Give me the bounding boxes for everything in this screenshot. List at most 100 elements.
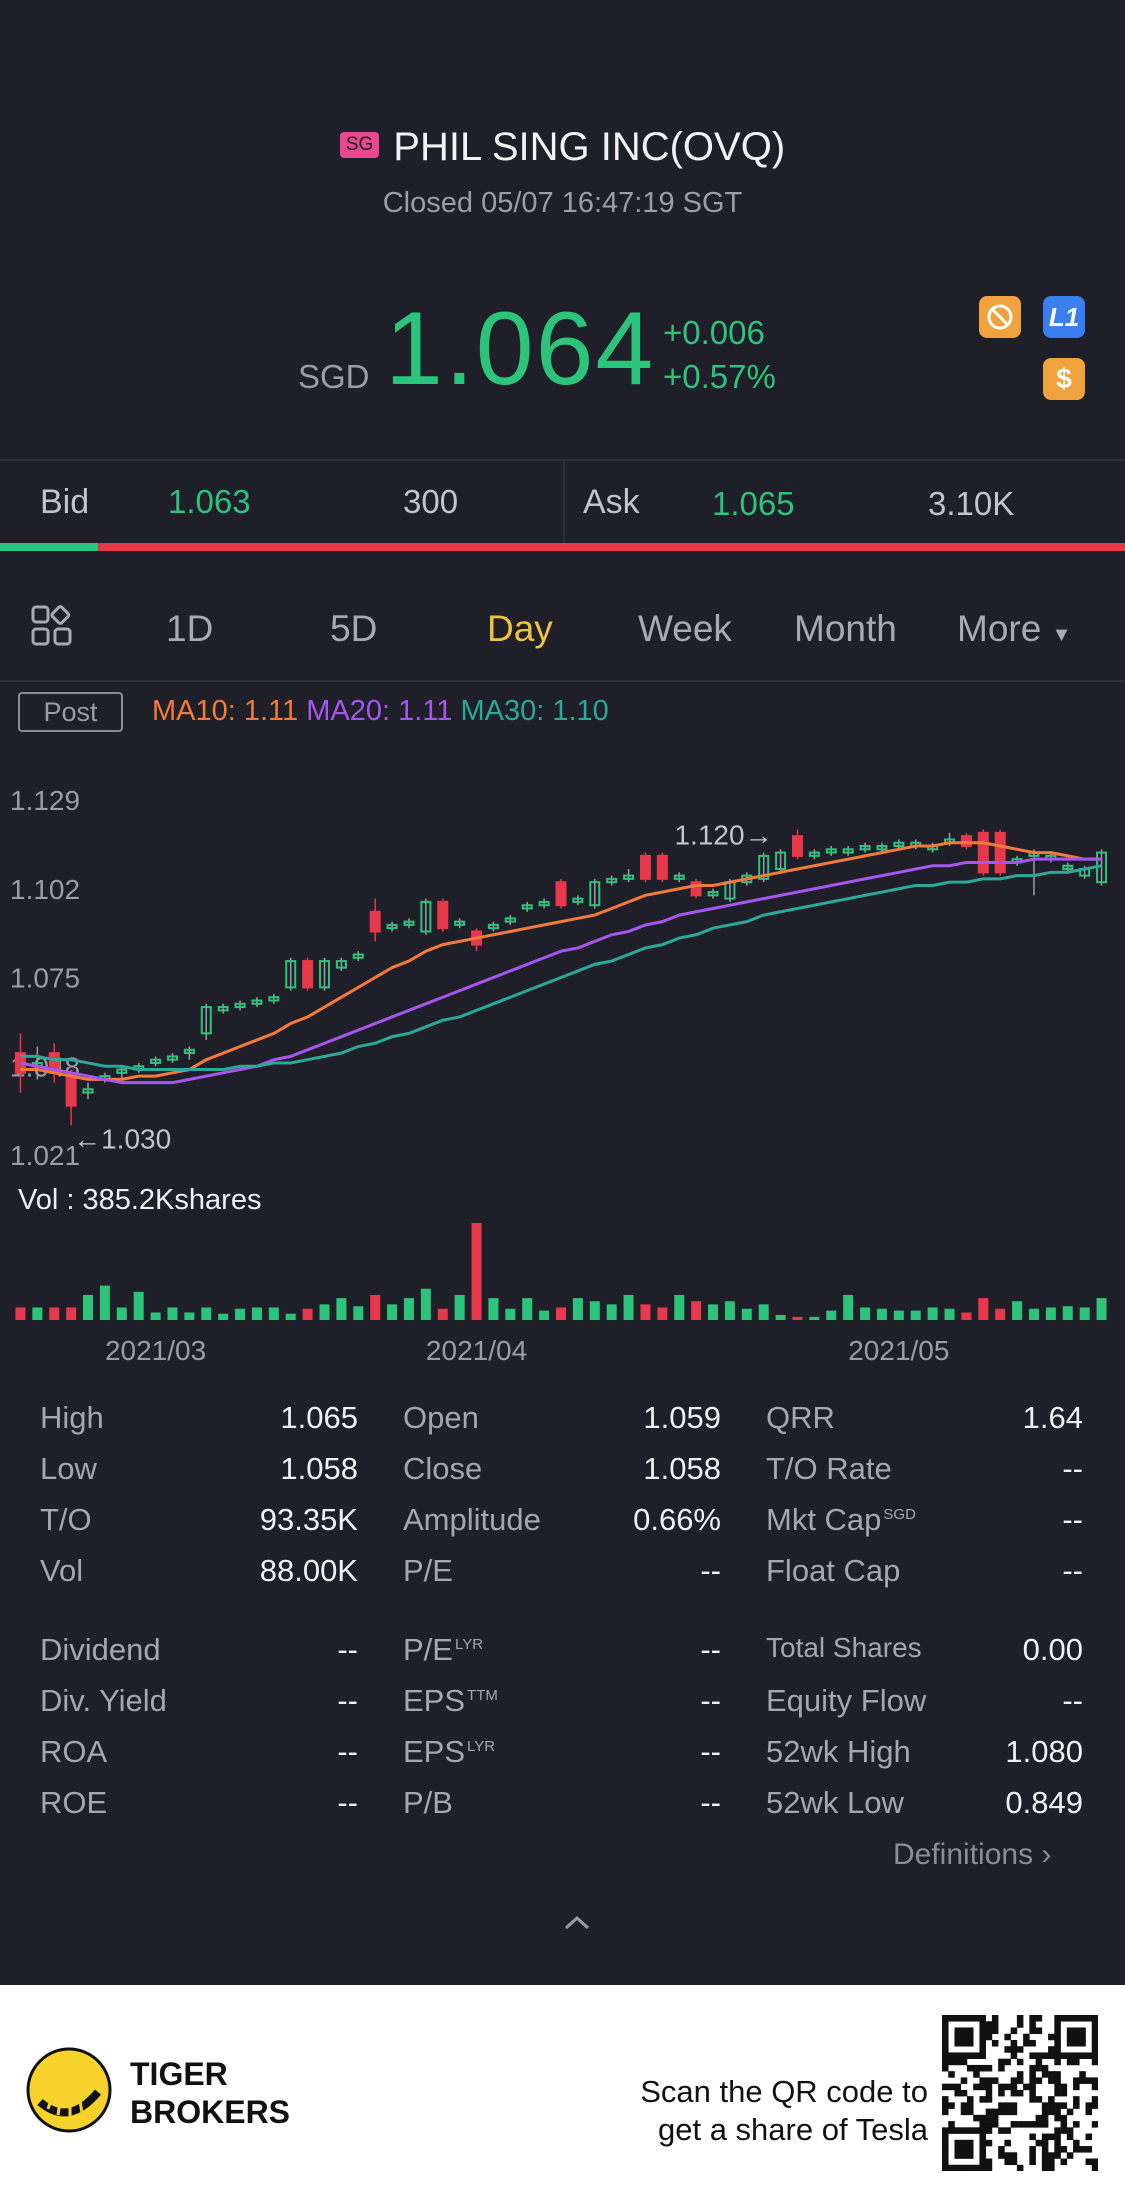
qr-module [1010, 2152, 1018, 2159]
candle-body [656, 854, 668, 880]
qr-module [954, 2152, 962, 2159]
volume-bar [724, 1301, 735, 1320]
stat-value: -- [1062, 1683, 1083, 1718]
chevron-up-icon[interactable] [562, 1912, 592, 1937]
qr-module [998, 2108, 1005, 2116]
qr-module [1004, 2152, 1011, 2159]
qr-module [954, 2127, 962, 2134]
volume-bar [353, 1306, 364, 1320]
qr-module [960, 2127, 968, 2134]
qr-module [1035, 2121, 1043, 2128]
qr-module [1091, 2158, 1098, 2166]
tab-week[interactable]: Week [638, 608, 732, 649]
candle-body [487, 923, 499, 930]
promo-line1: Scan the QR code to [640, 2074, 928, 2109]
qr-module [979, 2158, 986, 2166]
qr-module [1023, 2033, 1030, 2041]
qr-module [985, 2139, 993, 2147]
volume-bar [893, 1310, 904, 1320]
stat-value: 1.059 [643, 1400, 721, 1435]
tab-1d[interactable]: 1D [166, 608, 214, 649]
stat-value: -- [337, 1785, 358, 1820]
qr-module [942, 2108, 949, 2116]
qr-module [1048, 2108, 1055, 2116]
qr-module [979, 2046, 986, 2053]
stat-value: 1.065 [280, 1400, 358, 1435]
tab-5d[interactable]: 5D [330, 608, 378, 649]
dollar-icon[interactable]: $ [1043, 358, 1085, 400]
volume-bar [218, 1313, 229, 1320]
qr-module [954, 2033, 962, 2041]
candle-body [842, 848, 854, 854]
chart-layout-icon[interactable] [30, 604, 74, 657]
market-badge: SG [339, 132, 380, 159]
volume-bar [285, 1313, 296, 1320]
candle-body [825, 848, 837, 854]
qr-module [960, 2146, 968, 2153]
no-trade-icon[interactable] [979, 296, 1021, 338]
qr-module [1054, 2146, 1061, 2153]
candle-body [707, 891, 719, 897]
level1-icon[interactable]: L1 [1043, 296, 1085, 338]
candle-body [504, 917, 516, 923]
volume-bar [201, 1307, 212, 1320]
definitions-link[interactable]: Definitions › [893, 1838, 1051, 1872]
volume-bar [640, 1304, 651, 1320]
brand-line1: TIGER [130, 2056, 228, 2092]
qr-module [1066, 2039, 1074, 2047]
candle-body [758, 854, 770, 880]
stat-label: Div. Yield [40, 1683, 167, 1718]
candle-body [775, 851, 787, 871]
tab-month[interactable]: Month [794, 608, 897, 649]
volume-bar [775, 1314, 786, 1320]
qr-module [1048, 2033, 1055, 2041]
qr-module [1041, 2108, 1049, 2116]
qr-module [942, 2083, 949, 2091]
qr-module [1060, 2089, 1068, 2097]
stat-value: 1.058 [280, 1451, 358, 1486]
tab-more[interactable]: More ▼ [957, 608, 1071, 650]
qr-module [1010, 2083, 1018, 2091]
qr-module [998, 2089, 1005, 2097]
qr-module [1079, 2039, 1086, 2047]
x-tick-label: 2021/03 [105, 1335, 206, 1366]
qr-module [948, 2052, 955, 2059]
qr-module [1029, 2077, 1036, 2084]
stat-label: QRR [766, 1400, 835, 1435]
qr-module [979, 2139, 986, 2147]
volume-bar [370, 1294, 381, 1320]
qr-code[interactable] [942, 2015, 1098, 2171]
qr-module [1073, 2083, 1080, 2091]
volume-bar [32, 1307, 43, 1320]
qr-module [973, 2015, 980, 2022]
candle-body [791, 835, 803, 857]
ma20-label: MA20: 1.11 [306, 695, 453, 727]
qr-module [1041, 2102, 1049, 2109]
qr-module [973, 2071, 980, 2078]
qr-module [985, 2083, 993, 2091]
qr-module [1023, 2083, 1030, 2091]
stat-label-sup: LYR [454, 1635, 484, 1653]
qr-module [954, 2015, 962, 2022]
stat-value: 1.058 [643, 1451, 721, 1486]
qr-module [948, 2058, 955, 2066]
candle-body [200, 1006, 212, 1035]
qr-module [960, 2033, 968, 2041]
qr-module [991, 2077, 999, 2084]
qr-module [985, 2096, 993, 2103]
candle-body [386, 923, 398, 930]
qr-module [966, 2052, 974, 2059]
qr-module [1085, 2108, 1093, 2116]
post-toggle[interactable]: Post [18, 692, 123, 732]
qr-module [979, 2021, 986, 2028]
bid-size: 300 [403, 483, 459, 520]
qr-module [966, 2015, 974, 2022]
tab-day[interactable]: Day [487, 608, 553, 649]
candle-body [690, 881, 702, 897]
stock-title: SG PHIL SING INC(OVQ) [0, 125, 1125, 170]
qr-module [1004, 2046, 1011, 2053]
qr-module [1060, 2083, 1068, 2091]
qr-module [1016, 2121, 1024, 2128]
price-chart[interactable]: 1.1291.1021.0751.0481.0211.120→←1.030202… [0, 760, 1125, 1380]
bid-label: Bid [40, 483, 90, 521]
